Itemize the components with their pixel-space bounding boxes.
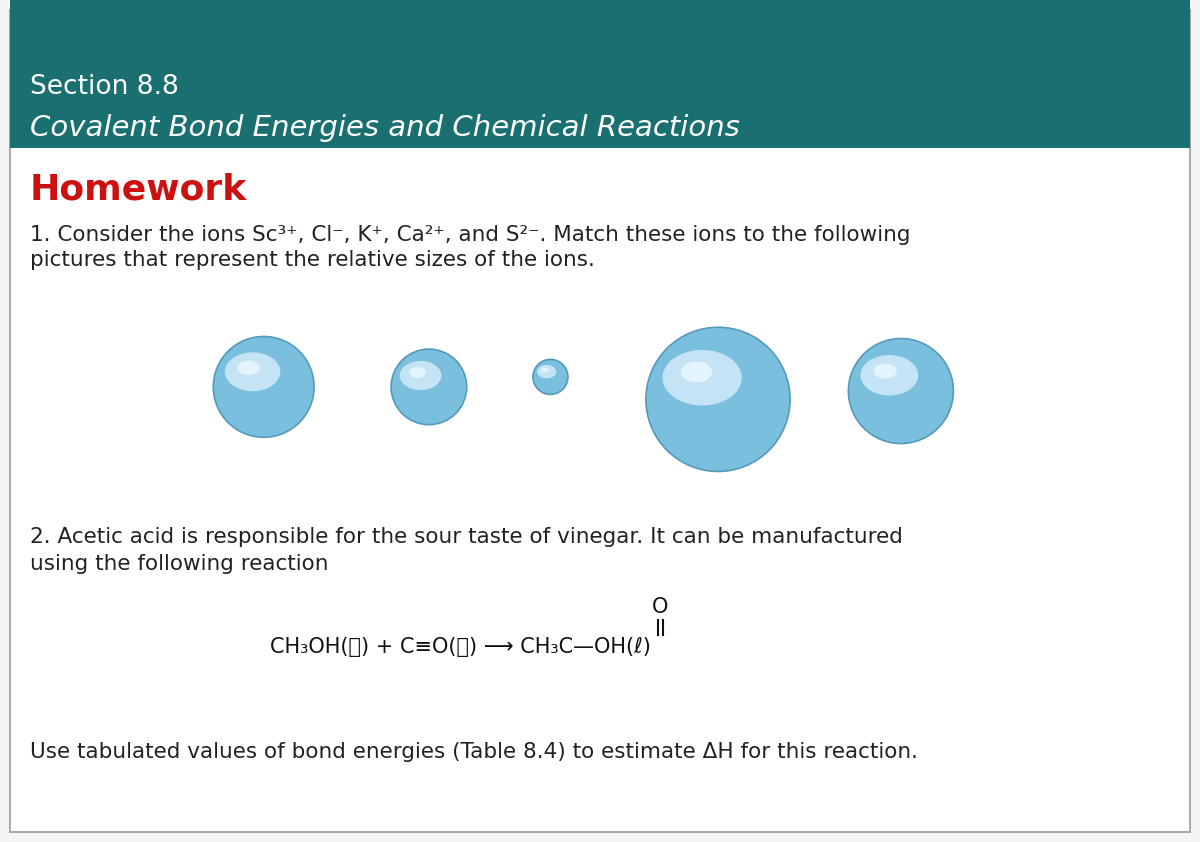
Circle shape <box>646 328 790 472</box>
Text: Homework: Homework <box>30 172 247 206</box>
Ellipse shape <box>874 364 896 379</box>
Ellipse shape <box>662 350 742 406</box>
Circle shape <box>214 337 314 437</box>
Text: CH₃OH(ℊ) + C≡O(ℊ) ⟶ CH₃C—OH(ℓ): CH₃OH(ℊ) + C≡O(ℊ) ⟶ CH₃C—OH(ℓ) <box>270 637 650 657</box>
Bar <box>10 0 1190 148</box>
Text: 2. Acetic acid is responsible for the sour taste of vinegar. It can be manufactu: 2. Acetic acid is responsible for the so… <box>30 527 902 547</box>
FancyBboxPatch shape <box>10 10 1190 832</box>
Ellipse shape <box>536 365 557 378</box>
Ellipse shape <box>541 368 550 373</box>
Text: O: O <box>652 597 668 617</box>
Text: pictures that represent the relative sizes of the ions.: pictures that represent the relative siz… <box>30 250 595 270</box>
Ellipse shape <box>672 376 775 454</box>
Text: Use tabulated values of bond energies (Table 8.4) to estimate ΔH for this reacti: Use tabulated values of bond energies (T… <box>30 742 918 762</box>
Text: 1. Consider the ions Sc³⁺, Cl⁻, K⁺, Ca²⁺, and S²⁻. Match these ions to the follo: 1. Consider the ions Sc³⁺, Cl⁻, K⁺, Ca²⁺… <box>30 225 911 245</box>
Ellipse shape <box>680 362 713 382</box>
Circle shape <box>533 360 568 394</box>
Ellipse shape <box>238 360 259 375</box>
Ellipse shape <box>860 355 918 396</box>
Ellipse shape <box>232 370 304 425</box>
Circle shape <box>848 338 953 444</box>
Text: using the following reaction: using the following reaction <box>30 554 329 574</box>
Circle shape <box>391 349 467 424</box>
Ellipse shape <box>404 375 460 416</box>
Ellipse shape <box>868 374 943 431</box>
Text: Section 8.8: Section 8.8 <box>30 74 179 100</box>
Ellipse shape <box>409 367 426 378</box>
Ellipse shape <box>224 352 281 392</box>
Text: Covalent Bond Energies and Chemical Reactions: Covalent Bond Energies and Chemical Reac… <box>30 114 740 142</box>
Ellipse shape <box>400 361 442 390</box>
Ellipse shape <box>539 371 564 390</box>
